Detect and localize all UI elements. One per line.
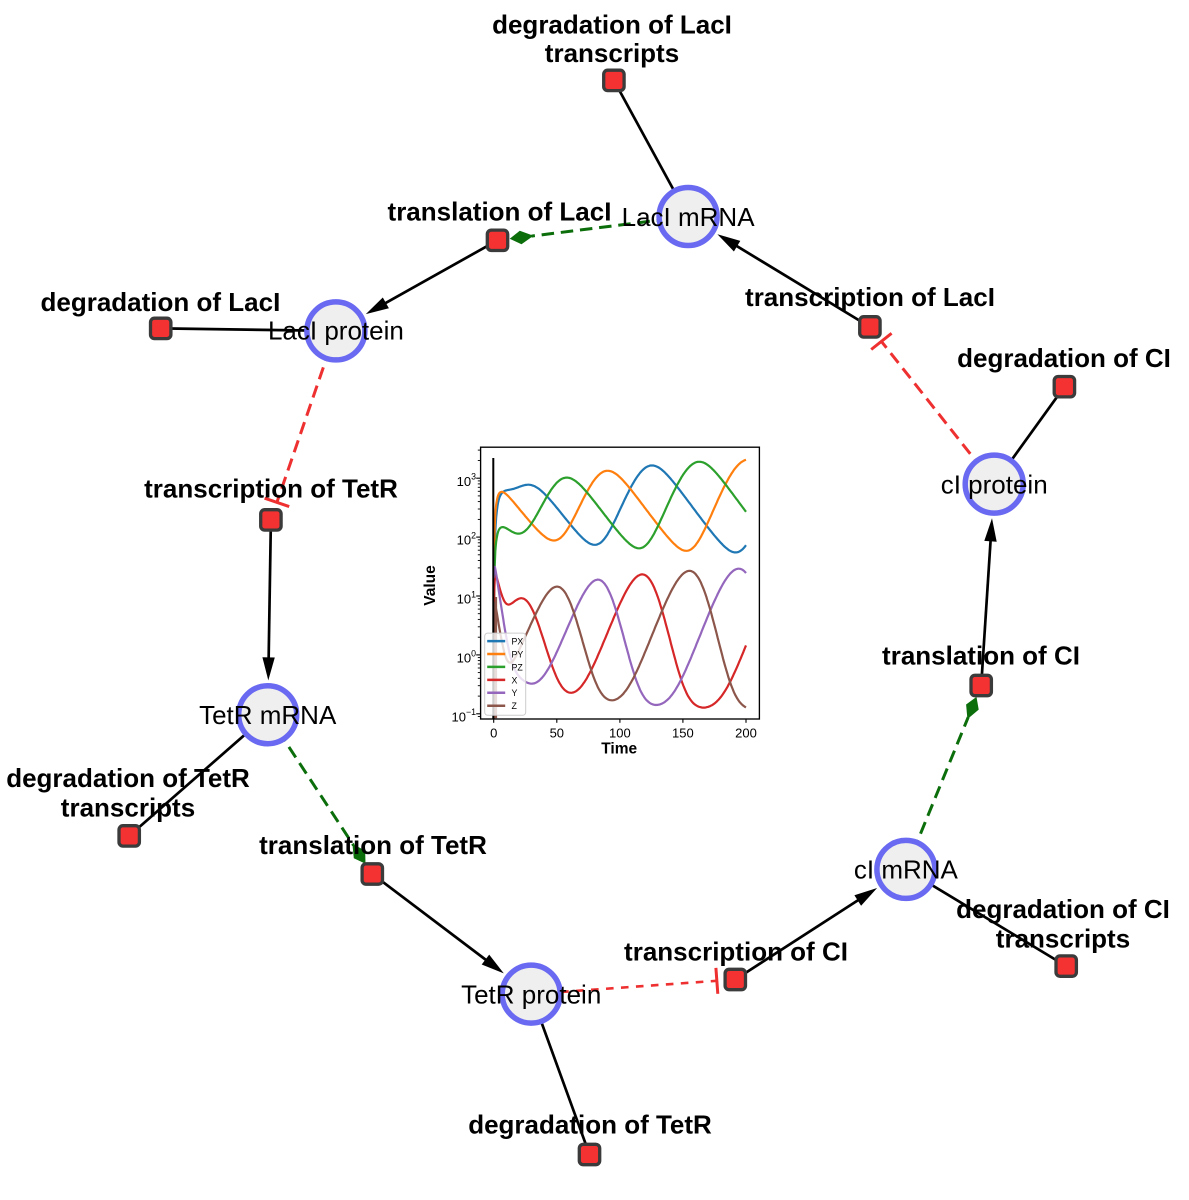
- svg-text:cI mRNA: cI mRNA: [854, 855, 959, 885]
- svg-text:translation of CI: translation of CI: [882, 640, 1080, 670]
- svg-text:degradation of CI: degradation of CI: [957, 343, 1171, 373]
- svg-text:50: 50: [550, 726, 564, 741]
- svg-text:150: 150: [672, 726, 694, 741]
- svg-text:transcripts: transcripts: [996, 924, 1130, 954]
- svg-text:TetR protein: TetR protein: [461, 980, 601, 1010]
- svg-text:transcripts: transcripts: [61, 793, 195, 823]
- svg-text:transcription of TetR: transcription of TetR: [144, 473, 398, 503]
- svg-text:degradation of CI: degradation of CI: [956, 894, 1170, 924]
- svg-text:transcription of LacI: transcription of LacI: [745, 282, 995, 312]
- svg-text:translation of TetR: translation of TetR: [259, 830, 487, 860]
- svg-text:transcripts: transcripts: [545, 38, 679, 68]
- svg-text:100: 100: [609, 726, 631, 741]
- svg-text:TetR mRNA: TetR mRNA: [199, 700, 337, 730]
- svg-text:degradation of LacI: degradation of LacI: [40, 287, 280, 317]
- svg-text:degradation of TetR: degradation of TetR: [468, 1109, 712, 1139]
- svg-text:PY: PY: [512, 649, 524, 659]
- svg-text:Time: Time: [601, 741, 637, 758]
- svg-text:LacI mRNA: LacI mRNA: [622, 202, 756, 232]
- svg-text:cI protein: cI protein: [941, 470, 1048, 500]
- svg-text:translation of LacI: translation of LacI: [388, 196, 612, 226]
- svg-text:degradation of LacI: degradation of LacI: [492, 10, 732, 40]
- svg-text:200: 200: [735, 726, 757, 741]
- svg-text:0: 0: [490, 726, 497, 741]
- svg-text:degradation of TetR: degradation of TetR: [6, 763, 250, 793]
- svg-text:transcription of CI: transcription of CI: [624, 937, 848, 967]
- svg-text:PZ: PZ: [512, 662, 524, 672]
- svg-text:PX: PX: [512, 637, 524, 647]
- svg-text:X: X: [512, 675, 518, 685]
- svg-text:Y: Y: [512, 688, 518, 698]
- svg-text:LacI protein: LacI protein: [268, 315, 404, 345]
- svg-text:Value: Value: [422, 565, 439, 606]
- svg-text:Z: Z: [512, 701, 518, 711]
